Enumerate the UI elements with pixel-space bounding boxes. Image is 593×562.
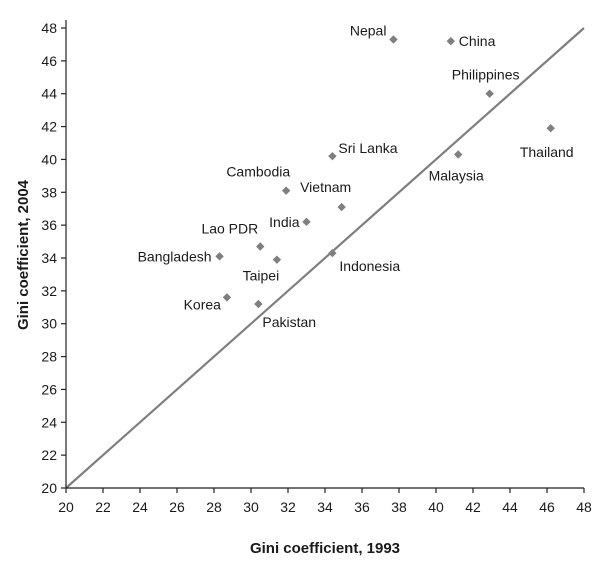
x-tick-label: 40 — [428, 499, 444, 515]
y-tick-label: 32 — [41, 283, 57, 299]
y-tick-label: 44 — [41, 86, 57, 102]
x-axis-title: Gini coefficient, 1993 — [250, 540, 400, 557]
data-point-thailand — [546, 124, 555, 133]
x-tick-label: 34 — [317, 499, 333, 515]
point-label: Vietnam — [300, 179, 351, 195]
reference-line-layer — [65, 27, 585, 489]
data-point-india — [302, 217, 311, 227]
data-point-korea — [222, 293, 232, 302]
x-tick-label: 26 — [169, 499, 185, 515]
equality-line — [65, 27, 585, 489]
y-tick-label: 26 — [41, 381, 57, 397]
x-tick-label: 48 — [576, 499, 592, 515]
x-tick-label: 32 — [280, 499, 296, 515]
point-label: Korea — [184, 296, 222, 312]
x-tick-label: 30 — [243, 499, 259, 515]
point-label: Nepal — [350, 23, 387, 39]
x-tick-label: 24 — [132, 499, 148, 515]
data-point-malaysia — [454, 150, 463, 159]
point-label: China — [459, 33, 496, 49]
x-tick-label: 28 — [206, 499, 222, 515]
data-point-cambodia — [281, 186, 291, 195]
axes: 20 22 24 26 28 30 32 34 36 38 40 42 44 46 48 20 22 24 26 28… — [41, 20, 592, 515]
y-tick-label: 48 — [41, 20, 57, 36]
point-label: Thailand — [520, 144, 574, 160]
y-axis-title: Gini coefficient, 2004 — [15, 179, 32, 330]
point-label: Bangladesh — [138, 248, 212, 264]
data-points — [215, 35, 555, 309]
y-tick-label: 36 — [41, 217, 57, 233]
data-point-taipei — [272, 255, 282, 264]
point-label: Pakistan — [262, 314, 316, 330]
x-tick-label: 20 — [58, 499, 74, 515]
data-point-philippines — [485, 89, 494, 98]
point-label: Indonesia — [339, 258, 400, 274]
data-point-vietnam — [337, 202, 346, 212]
x-tick-label: 46 — [539, 499, 555, 515]
point-label: India — [269, 214, 300, 230]
y-tick-label: 22 — [41, 447, 57, 463]
y-tick-label: 34 — [41, 250, 57, 266]
y-tick-label: 40 — [41, 151, 57, 167]
point-label: Malaysia — [429, 168, 484, 184]
data-point-sri-lanka — [328, 151, 337, 161]
x-tick-label: 38 — [391, 499, 407, 515]
x-tick-label: 44 — [502, 499, 518, 515]
data-point-indonesia — [328, 248, 337, 258]
point-label: Sri Lanka — [338, 140, 397, 156]
data-point-lao-pdr — [256, 242, 265, 251]
y-tick-label: 28 — [41, 349, 57, 365]
y-tick-label: 30 — [41, 316, 57, 332]
point-label: Philippines — [452, 67, 520, 83]
x-tick-label: 36 — [354, 499, 370, 515]
point-label: Cambodia — [226, 164, 290, 180]
y-tick-label: 24 — [41, 414, 57, 430]
y-tick-label: 20 — [41, 480, 57, 496]
point-labels: Nepal China Philippines Thailand Malaysia Sri… — [138, 23, 574, 331]
data-point-nepal — [389, 35, 398, 44]
y-tick-label: 38 — [41, 184, 57, 200]
data-point-china — [446, 36, 455, 46]
y-tick-label: 46 — [41, 53, 57, 69]
x-tick-label: 22 — [95, 499, 111, 515]
point-label: Lao PDR — [201, 221, 258, 237]
x-tick-label: 42 — [465, 499, 481, 515]
y-tick-label: 42 — [41, 119, 57, 135]
data-point-bangladesh — [215, 252, 224, 261]
point-label: Taipei — [243, 268, 280, 284]
data-point-pakistan — [254, 299, 263, 309]
